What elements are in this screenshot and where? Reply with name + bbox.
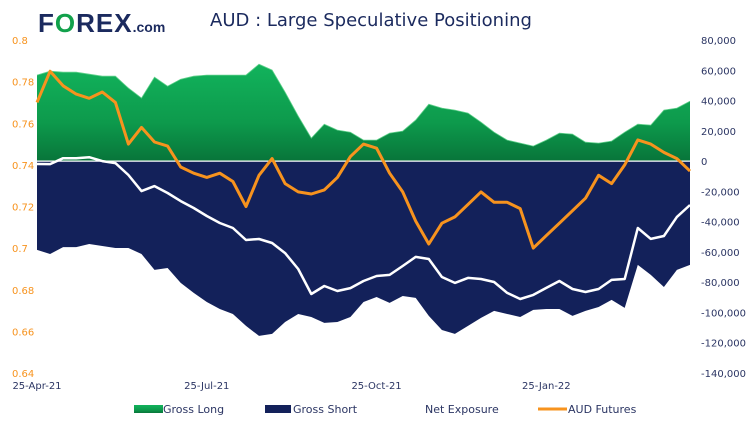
aud-futures-line <box>35 69 692 250</box>
x-axis-tick-label: 25-Jul-21 <box>184 381 229 392</box>
right-axis-tick-label: 20,000 <box>701 127 736 138</box>
left-axis-tick-label: 0.72 <box>12 203 34 214</box>
left-axis-tick-label: 0.78 <box>12 78 34 89</box>
right-axis-tick-label: -20,000 <box>701 187 740 198</box>
forex-logo: FOREX.com <box>38 8 166 38</box>
x-axis-tick-label: 25-Oct-21 <box>351 381 401 392</box>
left-axis-tick-label: 0.74 <box>12 161 34 172</box>
left-axis-tick-label: 0.68 <box>12 286 34 297</box>
right-axis-tick-label: -40,000 <box>701 218 740 229</box>
chart-title: AUD : Large Speculative Positioning <box>210 10 532 31</box>
right-axis-tick-label: -120,000 <box>701 339 746 350</box>
legend-swatch-gross-short <box>265 405 291 413</box>
gross-short-area <box>37 161 690 336</box>
right-axis-tick-label: -60,000 <box>701 248 740 259</box>
gross-long-edge <box>36 63 691 147</box>
legend-label: AUD Futures <box>568 403 637 416</box>
right-axis-tick-label: 0 <box>701 157 707 168</box>
left-axis-tick-label: 0.8 <box>12 36 28 47</box>
x-axis-tick-label: 25-Jan-22 <box>522 381 571 392</box>
net-exposure-line <box>36 155 691 301</box>
left-axis-tick-label: 0.76 <box>12 119 34 130</box>
left-axis-tick-label: 0.66 <box>12 327 34 338</box>
legend-label: Gross Long <box>163 403 224 416</box>
gross-long-area <box>37 64 690 162</box>
legend-swatch-gross-long <box>134 405 163 413</box>
left-axis-tick-label: 0.64 <box>12 369 34 380</box>
right-axis-tick-label: 60,000 <box>701 66 736 77</box>
x-axis-tick-label: 25-Apr-21 <box>12 381 61 392</box>
right-axis-tick-label: 40,000 <box>701 97 736 108</box>
right-axis-tick-label: -140,000 <box>701 369 746 380</box>
left-axis-tick-label: 0.7 <box>12 244 28 255</box>
legend-label: Gross Short <box>293 403 358 416</box>
legend-label: Net Exposure <box>425 403 499 416</box>
right-axis-tick-label: -100,000 <box>701 308 746 319</box>
right-axis-tick-label: 80,000 <box>701 36 736 47</box>
right-axis-tick-label: -80,000 <box>701 278 740 289</box>
